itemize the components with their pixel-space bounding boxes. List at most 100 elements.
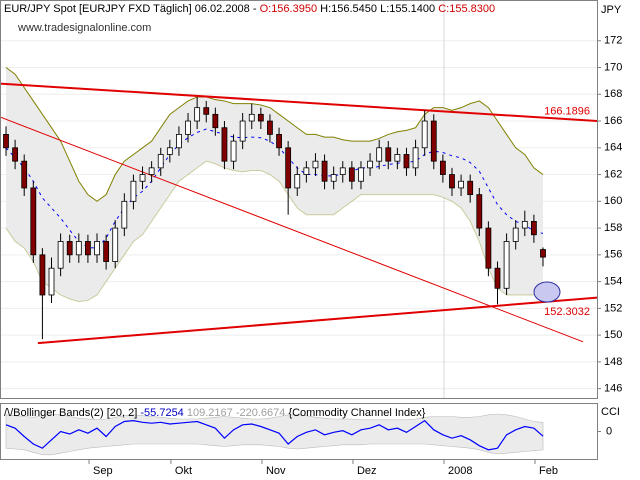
y-tick-label: 0	[606, 425, 612, 437]
candle-body	[403, 154, 410, 169]
y-tick-label: 160	[604, 195, 622, 207]
main-frame	[0, 0, 598, 399]
candle-body	[166, 147, 173, 155]
band-lower	[5, 160, 544, 303]
candle-body	[421, 120, 428, 149]
band-upper	[5, 67, 544, 202]
candle-body	[103, 241, 110, 262]
candle-body	[376, 147, 383, 162]
candle-body	[430, 120, 437, 162]
candle-body	[221, 127, 228, 162]
x-tick-label: Okt	[175, 465, 192, 477]
candle-body	[267, 120, 273, 135]
y-tick-label: 150	[604, 329, 622, 341]
candle-body	[530, 220, 537, 236]
band-area	[6, 67, 543, 302]
candle-body	[503, 241, 510, 289]
candle-body	[412, 147, 419, 169]
candle-body	[521, 220, 528, 229]
candle-body	[276, 134, 282, 149]
candle-body	[39, 254, 46, 296]
y-tick-label: 162	[604, 168, 622, 180]
candle-body	[148, 167, 155, 175]
candle-body	[394, 154, 401, 162]
candle-body	[230, 140, 237, 162]
x-tick-label: Sep	[93, 465, 113, 477]
candle-body	[30, 187, 37, 256]
candle-body	[239, 120, 246, 142]
candle-body	[203, 107, 210, 115]
candle-body	[303, 167, 310, 175]
candle-body	[294, 174, 301, 189]
candle-body	[21, 160, 28, 189]
cci-band-area	[5, 413, 544, 456]
candle-body	[66, 241, 73, 256]
candle-body	[257, 113, 264, 122]
y-tick-label: 158	[604, 222, 622, 234]
candle-body	[139, 174, 146, 182]
candle-body	[194, 107, 201, 122]
trendline	[0, 116, 584, 343]
watermark: www.tradesignalonline.com	[17, 22, 151, 34]
candle-body	[449, 174, 455, 189]
candle-body	[3, 134, 9, 149]
candle-body	[57, 241, 64, 269]
candle-body	[48, 267, 55, 296]
x-tick-label: Nov	[266, 465, 286, 477]
candle-body	[439, 160, 446, 175]
candle-body	[348, 167, 355, 182]
y-tick-label: 156	[604, 249, 622, 261]
y-tick-label: 152	[604, 302, 622, 314]
y-tick-label: 164	[604, 142, 622, 154]
header: EUR/JPY Spot [EURJPY FXD Täglich] 06.02.…	[4, 3, 495, 15]
candle-body	[312, 160, 319, 169]
highlight-ellipse	[533, 281, 561, 303]
y-tick-label: 154	[604, 275, 622, 287]
x-tick-label: 2008	[448, 465, 472, 477]
candle-body	[130, 180, 137, 202]
candle-body	[339, 167, 346, 175]
y-tick-label: 172	[604, 35, 622, 47]
cci-frame	[0, 403, 598, 460]
candle-body	[476, 194, 483, 229]
candle-body	[321, 160, 328, 182]
candle-body	[185, 120, 191, 135]
candle-body	[285, 147, 292, 189]
y-tick-label: 166	[604, 115, 622, 127]
candle-body	[121, 200, 128, 229]
trendline-label: 152.3032	[544, 306, 590, 318]
x-tick-label: Feb	[539, 465, 558, 477]
candle-body	[385, 147, 392, 162]
y-axis-label: JPY	[601, 4, 622, 16]
candle-body	[540, 249, 546, 258]
candle-body	[12, 147, 19, 162]
trendline-label: 166.1896	[544, 105, 590, 117]
candle-body	[358, 167, 364, 182]
candle-body	[485, 227, 492, 269]
cci-line	[5, 419, 544, 451]
candle-body	[75, 241, 82, 256]
y-tick-label: 170	[604, 61, 622, 73]
trendline	[37, 296, 598, 345]
candle-body	[512, 227, 519, 242]
candle-body	[248, 113, 255, 122]
candle-body	[458, 180, 464, 189]
trendline	[0, 82, 598, 123]
y-tick-label: 146	[604, 383, 622, 395]
candle-body	[176, 134, 182, 149]
candle-body	[112, 227, 119, 262]
candle-body	[85, 241, 91, 256]
y-tick-label: 168	[604, 88, 622, 100]
y-tick-label: 148	[604, 356, 622, 368]
x-tick-label: Dez	[357, 465, 377, 477]
candle-body	[94, 241, 100, 256]
cci-axis-label: CCI	[601, 406, 620, 418]
cci-header: /\/Bollinger Bands(2) [20, 2] -55.7254 1…	[4, 407, 426, 419]
candle-body	[212, 113, 219, 129]
candle-body	[494, 267, 501, 289]
candle-body	[330, 174, 337, 182]
candle-body	[467, 180, 474, 196]
candle-body	[157, 154, 164, 169]
candle-body	[367, 160, 373, 169]
